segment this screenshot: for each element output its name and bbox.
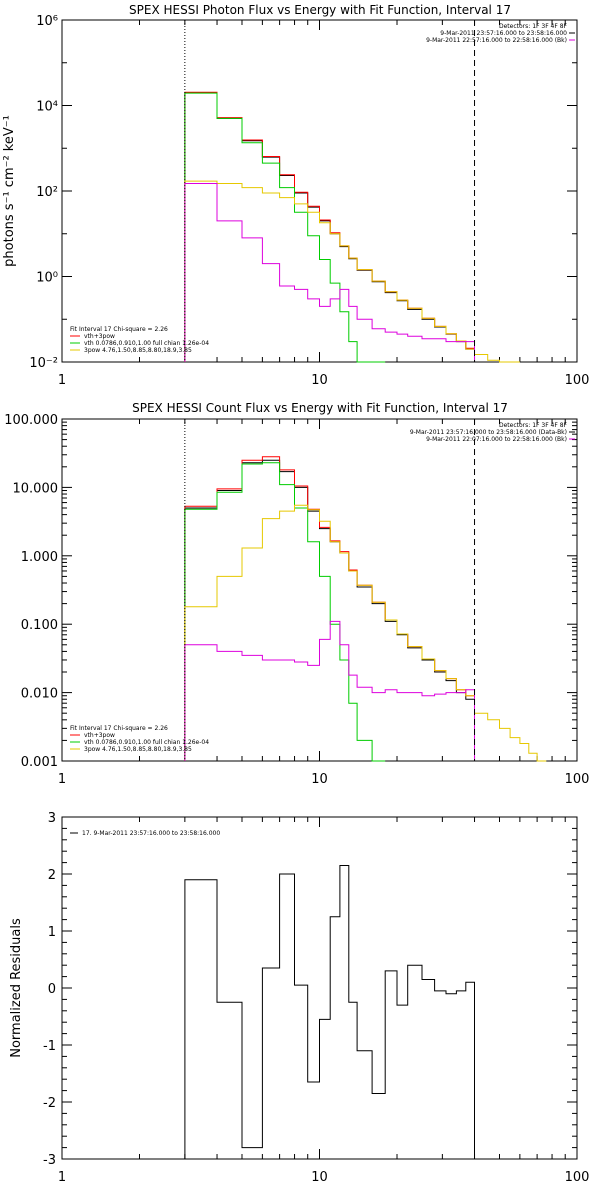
count-flux-legend-entry: Fit Interval 17 Chi-square = 2.26 <box>70 725 168 732</box>
count-flux-y-tick-label: 10.000 <box>13 481 59 496</box>
residuals-plot-frame <box>61 816 578 1160</box>
photon-flux-x-tick-label: 10 <box>311 373 328 388</box>
count-flux-title: SPEX HESSI Count Flux vs Energy with Fit… <box>132 401 508 415</box>
count-flux-y-tick-label: 0.001 <box>21 755 58 770</box>
count-flux-y-tick-label: 0.100 <box>21 618 58 633</box>
residuals-y-tick-label: 1 <box>48 925 56 940</box>
photon-flux-legend-entry: 3pow 4.76,1.50,8.85,8.80,18.9,3.85 <box>84 347 192 354</box>
residuals-y-tick-label: -2 <box>43 1096 56 1111</box>
photon-flux-panel: SPEX HESSI Photon Flux vs Energy with Fi… <box>2 3 589 388</box>
residuals-panel: Normalized Residuals 1 10 100 -3 -2 -1 0 1 2 3 17… <box>9 811 589 1185</box>
residuals-x-tick-label: 1 <box>58 1170 66 1185</box>
photon-flux-series-background <box>184 183 475 362</box>
residuals-y-label: Normalized Residuals <box>9 918 24 1058</box>
count-flux-legend-right-entry: 9-Mar-2011 23:57:16.000 to 23:58:16.000 … <box>410 429 567 436</box>
count-flux-panel: SPEX HESSI Count Flux vs Energy with Fit… <box>4 401 589 787</box>
count-flux-series-vth <box>184 462 386 762</box>
count-flux-legend-entry: vth 0.0786,0.910,1.00 full chian 1.26e-0… <box>84 739 209 746</box>
residuals-y-tick-label: -3 <box>43 1153 56 1168</box>
photon-flux-y-tick-label: 10⁶ <box>36 14 58 29</box>
photon-flux-plot-frame <box>61 19 578 363</box>
count-flux-x-tick-label: 10 <box>311 772 328 787</box>
residuals-series-17-9-mar-2011-23-57-16-000-to-23-58-16-000 <box>184 865 475 1159</box>
photon-flux-y-tick-label: 10⁰ <box>36 271 58 286</box>
count-flux-y-tick-label: 0.010 <box>21 687 58 702</box>
photon-flux-legend-entry: vth+3pow <box>84 333 115 340</box>
count-flux-y-tick-label: 100.000 <box>4 413 58 428</box>
photon-flux-x-tick-label: 1 <box>58 373 66 388</box>
count-flux-plot-frame <box>61 418 578 762</box>
count-flux-y-tick-label: 1.000 <box>21 550 58 565</box>
residuals-legend-entry: 17. 9-Mar-2011 23:57:16.000 to 23:58:16.… <box>82 830 220 837</box>
photon-flux-legend-right-entry: 9-Mar-2011 23:57:16.000 to 23:58:16.000 <box>440 30 567 37</box>
count-flux-series-background <box>184 620 475 761</box>
photon-flux-legend-right-entry: 9-Mar-2011 22:57:16.000 to 22:58:16.000 … <box>426 37 567 44</box>
residuals-y-tick-label: 0 <box>48 982 56 997</box>
photon-flux-title: SPEX HESSI Photon Flux vs Energy with Fi… <box>129 3 511 17</box>
count-flux-x-tick-label: 100 <box>565 772 590 787</box>
residuals-y-tick-label: 2 <box>48 868 56 883</box>
photon-flux-legend-entry: vth 0.0786,0.910,1.00 full chian 1.26e-0… <box>84 340 209 347</box>
photon-flux-series-vth <box>184 92 386 363</box>
photon-flux-legend-entry: Fit Interval 17 Chi-square = 2.26 <box>70 326 168 333</box>
residuals-y-tick-label: 3 <box>48 811 56 826</box>
photon-flux-series-data <box>184 92 475 362</box>
count-flux-legend-entry: vth+3pow <box>84 732 115 739</box>
photon-flux-series-3pow <box>184 180 520 363</box>
count-flux-x-tick-label: 1 <box>58 772 66 787</box>
photon-flux-y-tick-label: 10² <box>36 185 58 200</box>
residuals-x-tick-label: 10 <box>311 1170 328 1185</box>
photon-flux-legend-right-entry: Detectors: 1F 3F 4F 8F <box>499 23 568 30</box>
photon-flux-y-tick-label: 10⁻² <box>29 356 58 371</box>
count-flux-legend-right-entry: Detectors: 1F 3F 4F 8F <box>499 422 568 429</box>
photon-flux-y-label: photons s⁻¹ cm⁻² keV⁻¹ <box>2 115 17 267</box>
count-flux-series-3pow <box>184 504 547 762</box>
photon-flux-x-tick-label: 100 <box>565 373 590 388</box>
residuals-x-tick-label: 100 <box>565 1170 590 1185</box>
residuals-y-tick-label: -1 <box>43 1039 56 1054</box>
count-flux-legend-entry: 3pow 4.76,1.50,8.85,8.80,18.9,3.85 <box>84 746 192 753</box>
photon-flux-y-tick-label: 10⁴ <box>36 100 58 115</box>
count-flux-legend-right-entry: 9-Mar-2011 22:07:16.000 to 22:58:16.000 … <box>426 436 567 443</box>
